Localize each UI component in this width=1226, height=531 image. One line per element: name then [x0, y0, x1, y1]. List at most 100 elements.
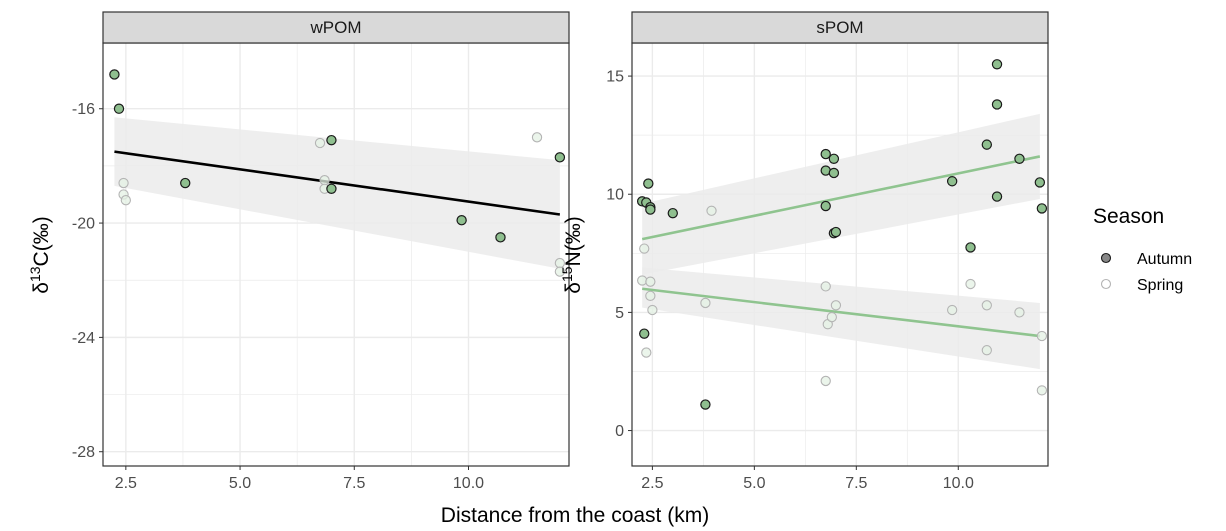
point-autumn [326, 183, 337, 194]
panel-spom-points [636, 59, 1048, 410]
legend-key-autumn [1100, 252, 1112, 264]
fit-line-1 [642, 287, 1040, 338]
point-spring [531, 132, 543, 143]
point-autumn [1014, 153, 1025, 164]
panel-wpom-y-axis-title-rest: C(‰) [30, 216, 53, 266]
point-autumn [667, 207, 678, 219]
panel-wpom-y-ticks: -16 -20 -24 -28 [72, 101, 103, 461]
panel-spom-y-axis-title-rest: N(‰) [562, 216, 585, 266]
y-tick-label: 5 [615, 305, 624, 322]
point-spring [706, 205, 717, 216]
point-autumn [828, 167, 840, 179]
x-tick-label: 7.5 [343, 475, 365, 492]
confidence-band-1 [642, 267, 1040, 370]
point-autumn [965, 242, 976, 253]
point-autumn [495, 232, 506, 243]
y-tick-label: 0 [615, 423, 624, 440]
panel-wpom-points [109, 69, 566, 277]
point-autumn [645, 204, 656, 215]
point-spring [981, 345, 992, 356]
point-spring [647, 304, 658, 316]
point-spring [639, 243, 650, 254]
point-autumn [109, 69, 120, 80]
legend-label-spring: Spring [1137, 277, 1183, 294]
point-autumn [554, 152, 566, 163]
point-autumn [991, 191, 1003, 202]
point-autumn [820, 200, 831, 212]
point-autumn [820, 148, 831, 160]
x-tick-label: 7.5 [845, 475, 867, 492]
point-spring [1036, 330, 1048, 342]
point-spring [120, 195, 131, 206]
confidence-band-0 [642, 113, 1040, 275]
point-spring [830, 300, 842, 311]
point-autumn [639, 328, 650, 339]
point-autumn [180, 177, 191, 189]
point-spring [1014, 307, 1025, 318]
point-spring [118, 177, 129, 189]
point-spring [981, 300, 992, 311]
point-autumn [326, 134, 337, 146]
point-spring [314, 137, 326, 149]
panel-wpom-y-axis-title: δ13C(‰) [27, 216, 53, 293]
y-tick-label: -20 [72, 216, 95, 233]
point-autumn [828, 153, 840, 164]
point-spring [554, 266, 566, 277]
point-spring [965, 278, 976, 290]
point-spring [1036, 385, 1048, 396]
panel-wpom-strip-title: wPOM [310, 18, 362, 37]
point-autumn [456, 215, 467, 226]
point-spring [820, 375, 831, 387]
fit-line-0 [641, 155, 1041, 241]
point-spring [820, 281, 831, 292]
panel-wpom-strip [102, 11, 570, 44]
panel-wpom-y-axis-title-base: δ [30, 282, 53, 294]
legend-label-autumn: Autumn [1137, 251, 1192, 268]
panel-spom-y-axis-title-sup: 15 [559, 266, 575, 282]
point-autumn [1034, 177, 1046, 188]
x-tick-label: 2.5 [641, 475, 663, 492]
x-tick-label: 5.0 [229, 475, 251, 492]
y-tick-label: -16 [72, 101, 95, 118]
point-spring [319, 175, 330, 186]
point-autumn [946, 176, 958, 187]
x-tick-label: 10.0 [943, 475, 974, 492]
y-tick-label: -24 [72, 330, 95, 347]
point-autumn [830, 226, 842, 238]
point-spring [826, 311, 837, 323]
panel-spom-confidence-bands [642, 113, 1040, 370]
panel-wpom: wPOM 2.5 5.0 7.5 10.0 -16 -20 -24 -28 δ13C(‰) [27, 11, 570, 492]
panel-wpom-x-ticks: 2.5 5.0 7.5 10.0 [115, 466, 484, 492]
point-spring [645, 290, 656, 302]
point-autumn [113, 103, 125, 114]
point-spring [947, 304, 958, 316]
panel-spom-x-ticks: 2.5 5.0 7.5 10.0 [641, 466, 974, 492]
x-tick-label: 10.0 [453, 475, 484, 492]
y-tick-label: 15 [606, 69, 624, 86]
panel-spom-strip [631, 11, 1049, 44]
point-spring [700, 297, 711, 309]
legend-title: Season [1093, 205, 1164, 228]
x-tick-label: 5.0 [743, 475, 765, 492]
panel-spom-strip-title: sPOM [816, 18, 863, 37]
x-tick-label: 2.5 [115, 475, 137, 492]
legend-key-spring [1100, 278, 1112, 290]
point-spring [641, 347, 652, 358]
y-tick-label: -28 [72, 444, 95, 461]
point-autumn [700, 399, 711, 410]
panel-spom-y-ticks: 0 5 10 15 [606, 69, 632, 440]
x-axis-title: Distance from the coast (km) [441, 504, 709, 527]
panel-spom-y-axis-title: δ15N(‰) [559, 216, 585, 293]
point-autumn [981, 139, 993, 150]
panel-wpom-confidence-bands [114, 117, 560, 269]
panel-spom-fit-lines [641, 155, 1041, 338]
point-autumn [991, 59, 1003, 70]
panel-wpom-grid [103, 43, 569, 466]
panel-spom-y-axis-title-base: δ [562, 282, 585, 294]
fit-line-0 [114, 150, 561, 216]
point-autumn [991, 99, 1003, 110]
point-spring [645, 276, 656, 287]
point-autumn [1036, 203, 1048, 214]
y-tick-label: 10 [606, 187, 624, 204]
